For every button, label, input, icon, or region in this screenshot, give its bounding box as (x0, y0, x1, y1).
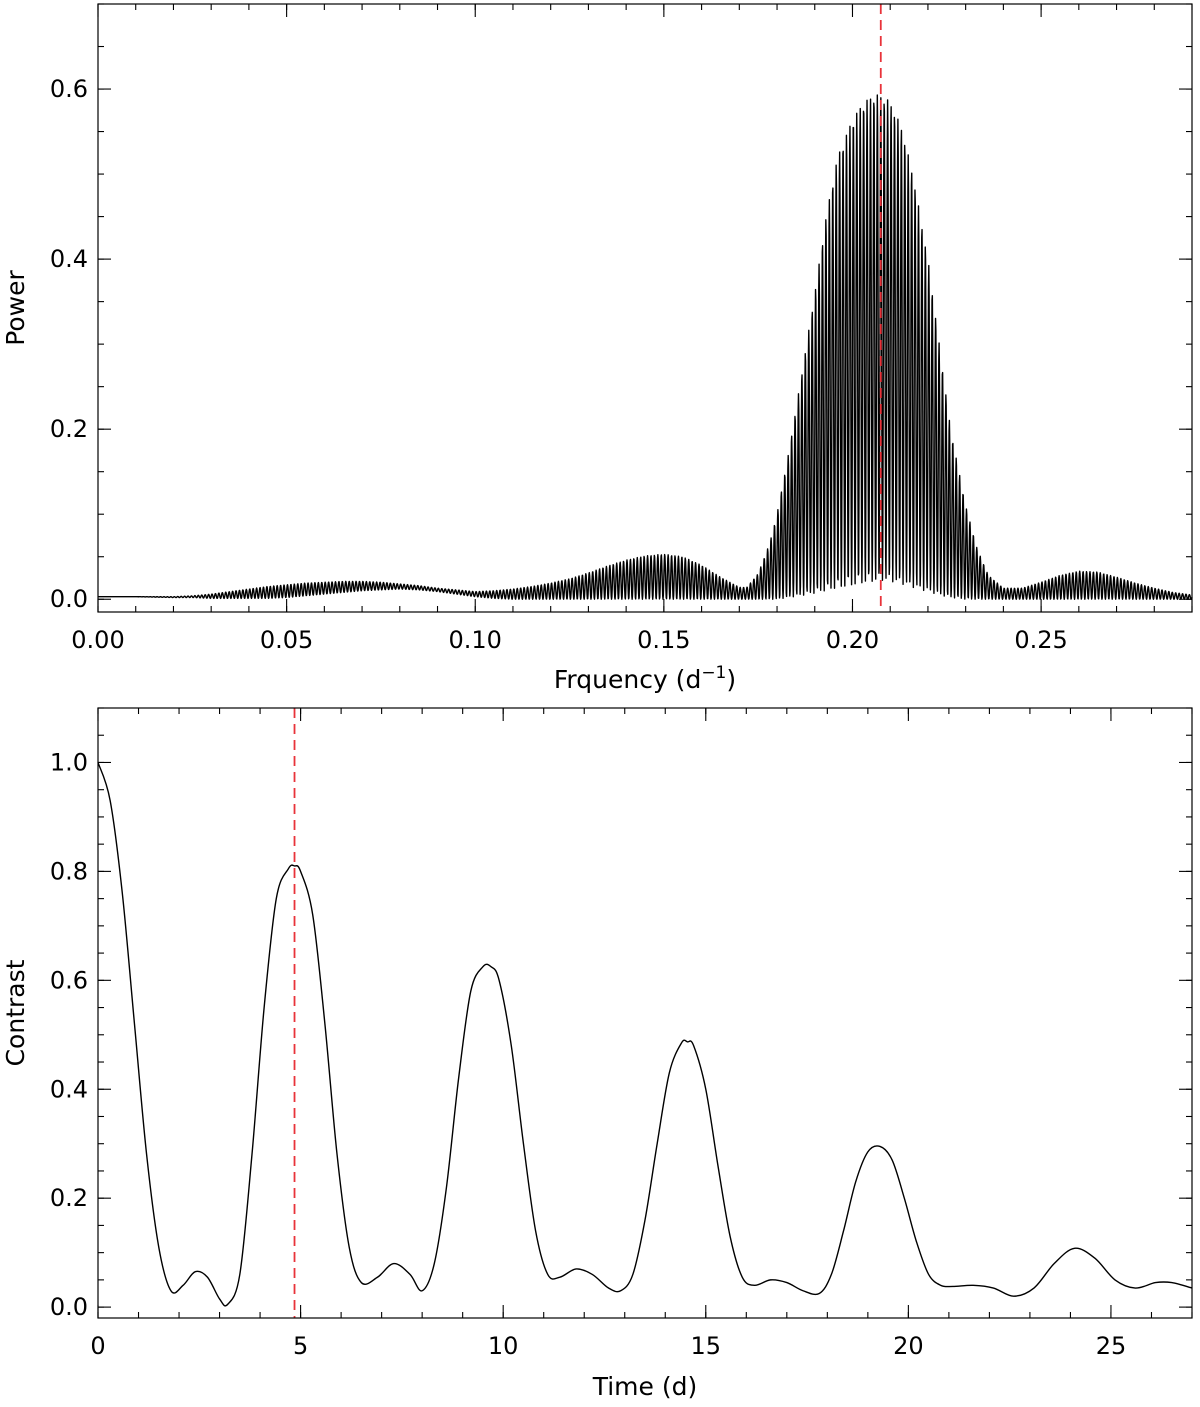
x-tick-label: 10 (488, 1332, 519, 1360)
y-axis-label: Contrast (1, 959, 30, 1066)
x-tick-label: 15 (691, 1332, 722, 1360)
x-axis-label: Frquency (d−1) (554, 663, 736, 694)
y-tick-label: 0.4 (50, 245, 88, 273)
y-tick-label: 0.0 (50, 585, 88, 613)
x-axis-label-superscript: −1 (701, 663, 726, 683)
y-axis-label: Power (1, 269, 30, 345)
y-tick-label: 0.6 (50, 966, 88, 994)
contrast-panel: 0 5 10 15 20 25 0.0 0.2 0.4 0.6 0.8 1.0 Time (d) Cont… (1, 707, 1193, 1401)
x-tick-label: 0 (90, 1332, 105, 1360)
x-tick-label: 0.10 (449, 626, 502, 654)
y-tick-label: 0.4 (50, 1075, 88, 1103)
y-tick-label: 0.2 (50, 415, 88, 443)
x-tick-label: 0.05 (260, 626, 313, 654)
y-tick-label: 0.0 (50, 1293, 88, 1321)
x-tick-label: 0.25 (1014, 626, 1067, 654)
plot-frame (97, 3, 1193, 613)
power-spectrum-panel: 0.00 0.05 0.10 0.15 0.20 0.25 0.0 0.2 0.4 0.6 Frqu… (1, 3, 1193, 694)
y-tick-label: 0.2 (50, 1184, 88, 1212)
y-tick-label: 0.8 (50, 857, 88, 885)
x-tick-label: 5 (293, 1332, 308, 1360)
x-tick-label: 25 (1096, 1332, 1127, 1360)
y-tick-label: 1.0 (50, 748, 88, 776)
x-tick-label: 0.15 (637, 626, 690, 654)
x-tick-label: 0.00 (71, 626, 124, 654)
series-line (97, 94, 1193, 600)
x-tick-label: 20 (893, 1332, 924, 1360)
x-axis-label-main: Frquency (d (554, 665, 701, 694)
plot-frame (97, 707, 1193, 1319)
x-axis-label: Time (d) (592, 1372, 698, 1401)
x-axis-label-suffix: ) (726, 665, 736, 694)
series-line (97, 762, 1193, 1307)
x-tick-label: 0.20 (826, 626, 879, 654)
y-tick-label: 0.6 (50, 75, 88, 103)
